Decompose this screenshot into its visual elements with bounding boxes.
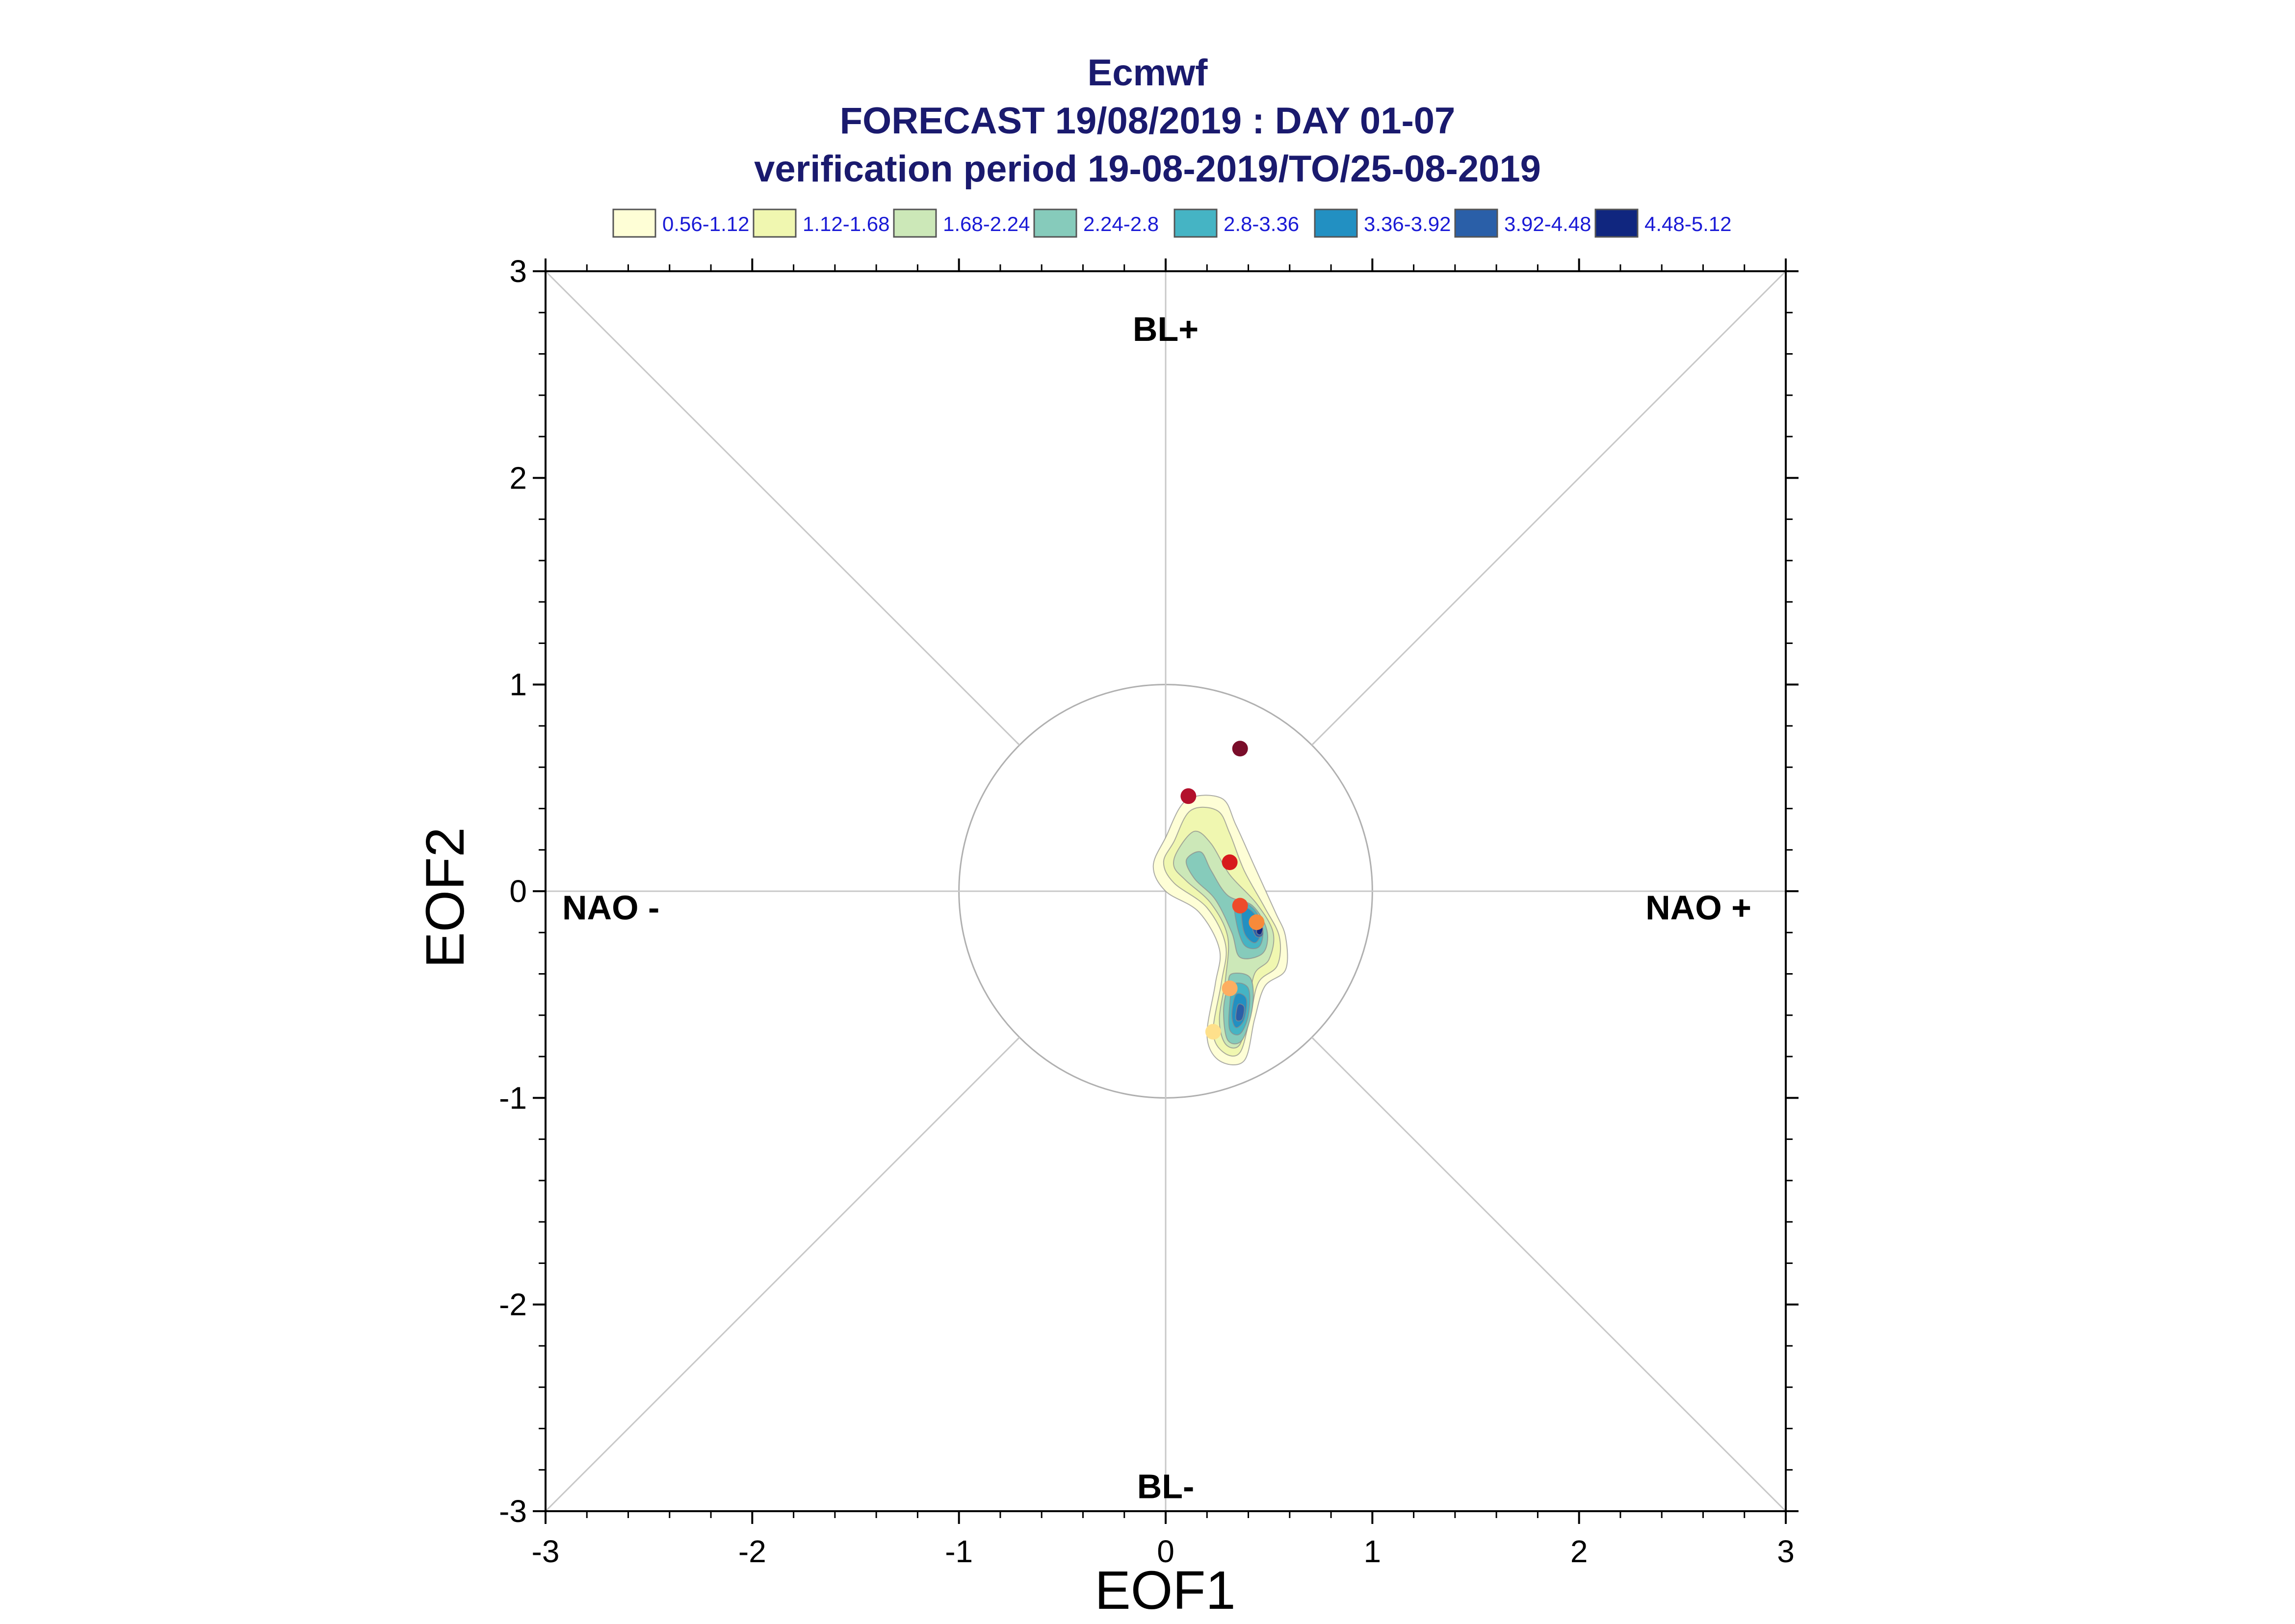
plot-area: BL+ BL- NAO - NAO + -3 -2 -1 0 1 2 3 -3 -2 -1 0 1 2 3 <box>499 254 1799 1569</box>
regime-label: BL- <box>1137 1467 1195 1505</box>
forecast-points <box>1180 741 1265 1040</box>
y-tick-label: -2 <box>499 1287 527 1322</box>
legend-swatch <box>753 208 797 238</box>
chart-subtitle-verification: verification period 19-08-2019/TO/25-08-… <box>754 148 1541 190</box>
diagonal-line <box>1016 1036 1020 1041</box>
regime-label: NAO + <box>1645 889 1751 927</box>
diagonal-line <box>1311 742 1315 746</box>
legend-label: 3.36-3.92 <box>1364 212 1451 235</box>
legend-swatch <box>612 208 656 238</box>
x-tick-label: 1 <box>1364 1534 1382 1569</box>
forecast-point <box>1222 980 1238 997</box>
diagonal-line <box>1311 1036 1315 1041</box>
forecast-point <box>1249 914 1265 930</box>
diagonal-line <box>1016 742 1020 746</box>
legend-label: 2.8-3.36 <box>1224 212 1299 235</box>
legend-label: 1.68-2.24 <box>943 212 1030 235</box>
forecast-point <box>1232 741 1248 757</box>
forecast-point <box>1205 1024 1221 1040</box>
legend-label: 2.24-2.8 <box>1083 212 1159 235</box>
legend-swatch <box>1033 208 1077 238</box>
legend-swatch <box>1594 208 1639 238</box>
regime-label: NAO - <box>562 889 659 927</box>
x-axis-label: EOF1 <box>1095 1560 1235 1621</box>
x-tick-label: -3 <box>532 1534 560 1569</box>
x-tick-label: -2 <box>738 1534 766 1569</box>
x-tick-label: 3 <box>1777 1534 1795 1569</box>
legend-label: 4.48-5.12 <box>1644 212 1731 235</box>
chart-titles: Ecmwf FORECAST 19/08/2019 : DAY 01-07 ve… <box>0 49 2295 193</box>
legend: 0.56-1.12 1.12-1.68 1.68-2.24 2.24-2.8 2.8-3… <box>612 208 1731 238</box>
x-axis: -3 -2 -1 0 1 2 3 <box>532 258 1795 1569</box>
x-tick-label: 2 <box>1570 1534 1588 1569</box>
x-tick-label: -1 <box>945 1534 973 1569</box>
legend-swatch <box>1454 208 1498 238</box>
legend-label: 1.12-1.68 <box>803 212 889 235</box>
y-axis-label: EOF2 <box>415 827 475 968</box>
forecast-point <box>1222 854 1238 871</box>
density-contour-level-6 <box>1235 1003 1245 1022</box>
y-tick-label: -3 <box>499 1494 527 1529</box>
x-tick-label: 0 <box>1157 1534 1174 1569</box>
legend-swatch <box>1314 208 1358 238</box>
forecast-point <box>1180 788 1197 804</box>
chart-subtitle: FORECAST 19/08/2019 : DAY 01-07 <box>839 100 1456 142</box>
y-tick-label: 1 <box>509 667 527 702</box>
y-tick-label: 2 <box>509 460 527 495</box>
legend-label: 3.92-4.48 <box>1504 212 1591 235</box>
y-tick-label: -1 <box>499 1080 527 1115</box>
legend-swatch <box>893 208 937 238</box>
regime-labels: BL+ BL- NAO - NAO + <box>562 310 1751 1505</box>
chart-title: Ecmwf <box>1087 52 1208 94</box>
legend-swatch <box>1174 208 1218 238</box>
regime-label: BL+ <box>1133 310 1199 348</box>
legend-label: 0.56-1.12 <box>662 212 749 235</box>
y-tick-label: 0 <box>509 874 527 909</box>
y-tick-label: 3 <box>509 254 527 289</box>
forecast-point <box>1232 898 1248 914</box>
y-axis: -3 -2 -1 0 1 2 3 <box>499 254 1799 1529</box>
